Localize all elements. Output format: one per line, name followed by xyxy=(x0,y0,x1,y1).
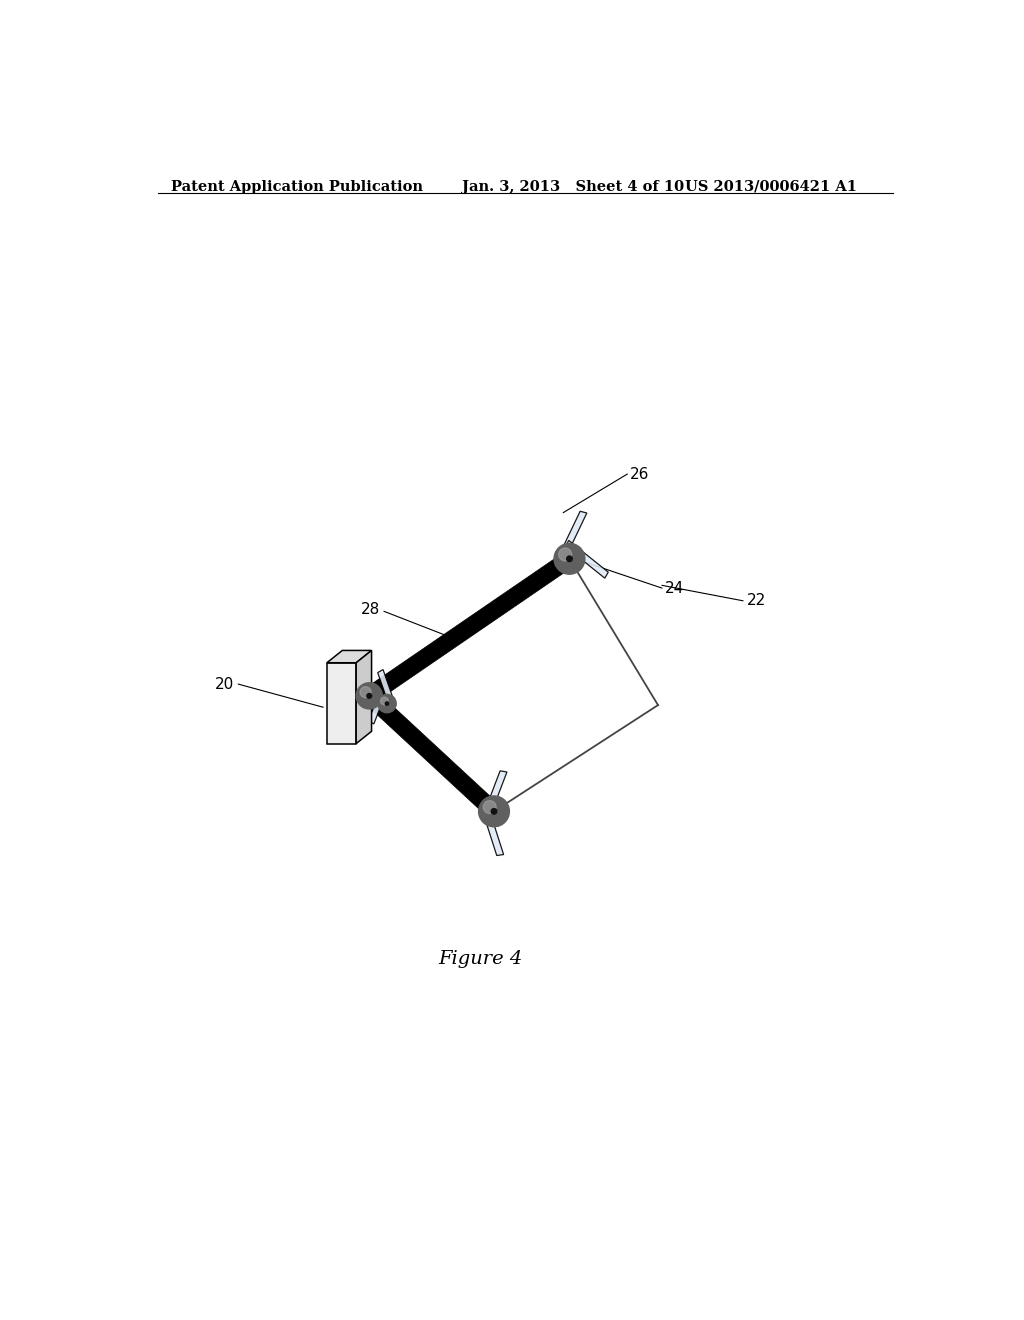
Text: 26: 26 xyxy=(631,466,649,482)
Circle shape xyxy=(381,697,388,705)
Text: US 2013/0006421 A1: US 2013/0006421 A1 xyxy=(685,180,857,194)
Polygon shape xyxy=(356,651,372,743)
Polygon shape xyxy=(327,651,372,663)
Polygon shape xyxy=(364,689,500,817)
Text: Patent Application Publication: Patent Application Publication xyxy=(171,180,423,194)
Text: 24: 24 xyxy=(665,581,684,595)
Text: 22: 22 xyxy=(746,593,766,609)
Circle shape xyxy=(492,809,497,814)
Circle shape xyxy=(554,544,585,574)
Polygon shape xyxy=(365,552,574,702)
Polygon shape xyxy=(483,812,504,855)
Text: Figure 4: Figure 4 xyxy=(439,950,523,968)
Circle shape xyxy=(359,685,380,706)
Polygon shape xyxy=(378,669,394,704)
Circle shape xyxy=(478,796,509,826)
Polygon shape xyxy=(369,693,384,723)
Text: Jan. 3, 2013   Sheet 4 of 10: Jan. 3, 2013 Sheet 4 of 10 xyxy=(462,180,684,194)
Circle shape xyxy=(356,682,382,709)
Circle shape xyxy=(367,693,372,698)
Polygon shape xyxy=(555,511,587,566)
Circle shape xyxy=(483,800,497,813)
Circle shape xyxy=(385,702,389,705)
Polygon shape xyxy=(485,771,507,810)
Circle shape xyxy=(559,548,571,561)
Polygon shape xyxy=(565,540,608,578)
Text: 20: 20 xyxy=(215,677,234,692)
Polygon shape xyxy=(327,663,356,743)
Circle shape xyxy=(378,694,396,713)
Circle shape xyxy=(360,686,371,698)
Circle shape xyxy=(566,556,572,561)
Text: 28: 28 xyxy=(360,602,380,618)
